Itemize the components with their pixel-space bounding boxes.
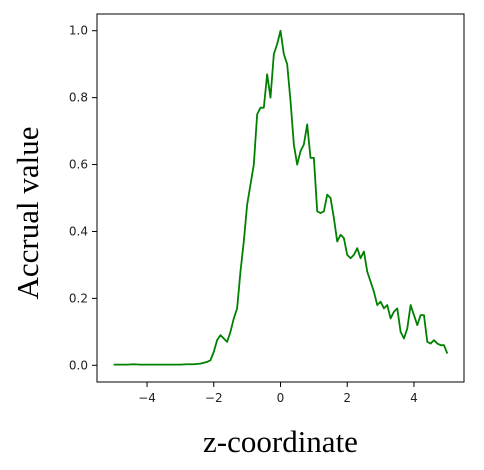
plot-area: −4 −2 0 2 4 0.0 0.2 0.4 0.6 0.8 1.0	[69, 13, 465, 405]
x-tick-label: 4	[410, 391, 418, 405]
x-tick-label: −4	[138, 391, 156, 405]
x-axis-label: z-coordinate	[203, 424, 358, 459]
series-group	[113, 29, 449, 366]
y-axis-label: Accrual value	[10, 127, 45, 300]
x-tick-label: 2	[343, 391, 351, 405]
y-tick-label: 0.0	[69, 358, 88, 372]
axes-frame	[96, 13, 465, 383]
x-tick-label: −2	[205, 391, 223, 405]
y-tick-label: 0.8	[69, 91, 88, 105]
x-tick-label: 0	[277, 391, 285, 405]
x-axis-ticks: −4 −2 0 2 4	[138, 382, 418, 405]
y-tick-label: 0.4	[69, 224, 88, 238]
y-axis-ticks: 0.0 0.2 0.4 0.6 0.8 1.0	[69, 24, 97, 372]
y-tick-label: 1.0	[69, 24, 88, 38]
y-tick-label: 0.2	[69, 291, 88, 305]
y-tick-label: 0.6	[69, 158, 88, 172]
series-line-0	[113, 29, 449, 366]
